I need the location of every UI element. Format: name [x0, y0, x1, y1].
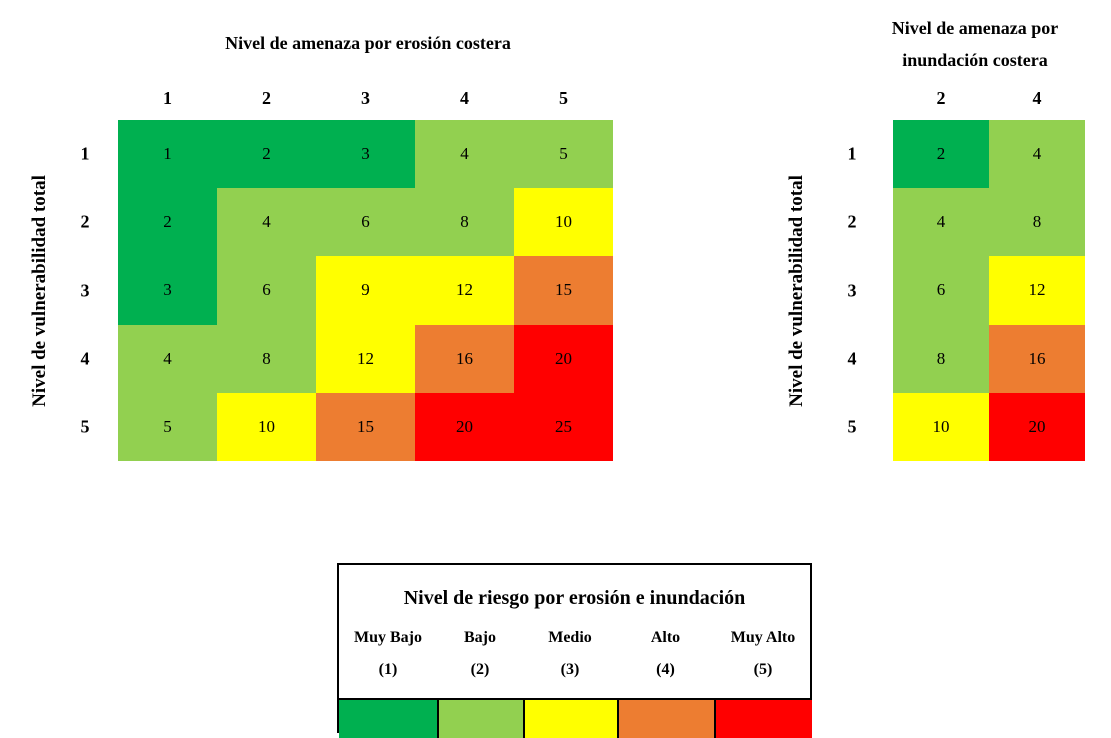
row-header: 5	[80, 416, 90, 437]
risk-cell: 15	[514, 256, 613, 325]
column-header: 3	[361, 88, 370, 108]
risk-cell: 12	[989, 256, 1085, 325]
risk-cell: 25	[514, 392, 613, 461]
row-header: 3	[847, 280, 857, 300]
legend-name: Muy Bajo	[354, 629, 422, 646]
legend-name: Bajo	[464, 629, 496, 646]
column-header: 2	[936, 88, 946, 108]
legend: Nivel de riesgo por erosión e inundación…	[337, 563, 812, 738]
risk-cell: 6	[217, 256, 316, 325]
risk-cell: 8	[893, 324, 989, 393]
risk-cell: 8	[989, 188, 1085, 257]
legend-level: (4)	[656, 661, 675, 678]
row-header: 2	[80, 211, 90, 232]
risk-cell: 20	[415, 392, 514, 461]
risk-cell: 8	[217, 324, 316, 393]
risk-cell: 10	[514, 188, 613, 257]
legend-name: Muy Alto	[730, 629, 796, 646]
risk-cell: 12	[415, 256, 514, 325]
risk-cell: 3	[316, 120, 415, 189]
row-header: 5	[847, 416, 857, 437]
risk-cell: 6	[316, 188, 415, 257]
row-header: 2	[847, 211, 857, 232]
risk-cell: 3	[118, 256, 217, 325]
risk-cell: 20	[514, 324, 613, 393]
matrix-title: inundación costera	[902, 50, 1048, 70]
legend-level: (1)	[378, 661, 398, 678]
legend-swatch	[437, 698, 523, 738]
risk-cell: 10	[893, 392, 989, 461]
risk-cell: 15	[316, 392, 415, 461]
legend-title: Nivel de riesgo por erosión e inundación	[403, 587, 746, 609]
risk-cell: 4	[118, 324, 217, 393]
risk-cell: 8	[415, 188, 514, 257]
legend-level: (3)	[560, 661, 580, 678]
row-axis-label: Nivel de vulnerabilidad total	[786, 174, 807, 407]
risk-cell: 5	[514, 120, 613, 189]
row-axis-label: Nivel de vulnerabilidad total	[29, 174, 50, 407]
risk-cell: 5	[118, 392, 217, 461]
risk-cell: 16	[989, 324, 1085, 393]
risk-cell: 4	[217, 188, 316, 257]
row-header: 4	[80, 348, 90, 369]
risk-cell: 12	[316, 324, 415, 393]
legend-level: (2)	[470, 661, 490, 678]
column-header: 4	[460, 88, 469, 108]
risk-cell: 16	[415, 324, 514, 393]
risk-cell: 6	[893, 256, 989, 325]
matrix-title: Nivel de amenaza por erosión costera	[225, 33, 511, 53]
legend-swatch	[339, 698, 437, 738]
matrix-title: Nivel de amenaza por	[891, 18, 1059, 38]
risk-cell: 4	[415, 120, 514, 189]
risk-cell: 1	[118, 120, 217, 189]
legend-swatch	[714, 698, 812, 738]
column-header: 1	[163, 88, 172, 108]
legend-swatch	[523, 698, 617, 738]
risk-cell: 2	[893, 120, 989, 189]
row-header: 1	[80, 143, 90, 164]
risk-cell: 4	[989, 120, 1085, 189]
row-header: 3	[80, 280, 90, 300]
risk-cell: 2	[217, 120, 316, 189]
row-header: 4	[847, 348, 857, 369]
legend-name: Medio	[548, 629, 592, 646]
risk-cell: 10	[217, 392, 316, 461]
legend-name: Alto	[650, 629, 681, 646]
risk-cell: 9	[316, 256, 415, 325]
risk-cell: 2	[118, 188, 217, 257]
column-header: 2	[262, 88, 271, 108]
column-header: 5	[559, 88, 568, 108]
risk-cell: 4	[893, 188, 989, 257]
row-header: 1	[847, 143, 857, 164]
risk-cell: 20	[989, 392, 1085, 461]
column-header: 4	[1032, 88, 1042, 108]
legend-swatch	[617, 698, 714, 738]
legend-level: (5)	[753, 661, 773, 678]
